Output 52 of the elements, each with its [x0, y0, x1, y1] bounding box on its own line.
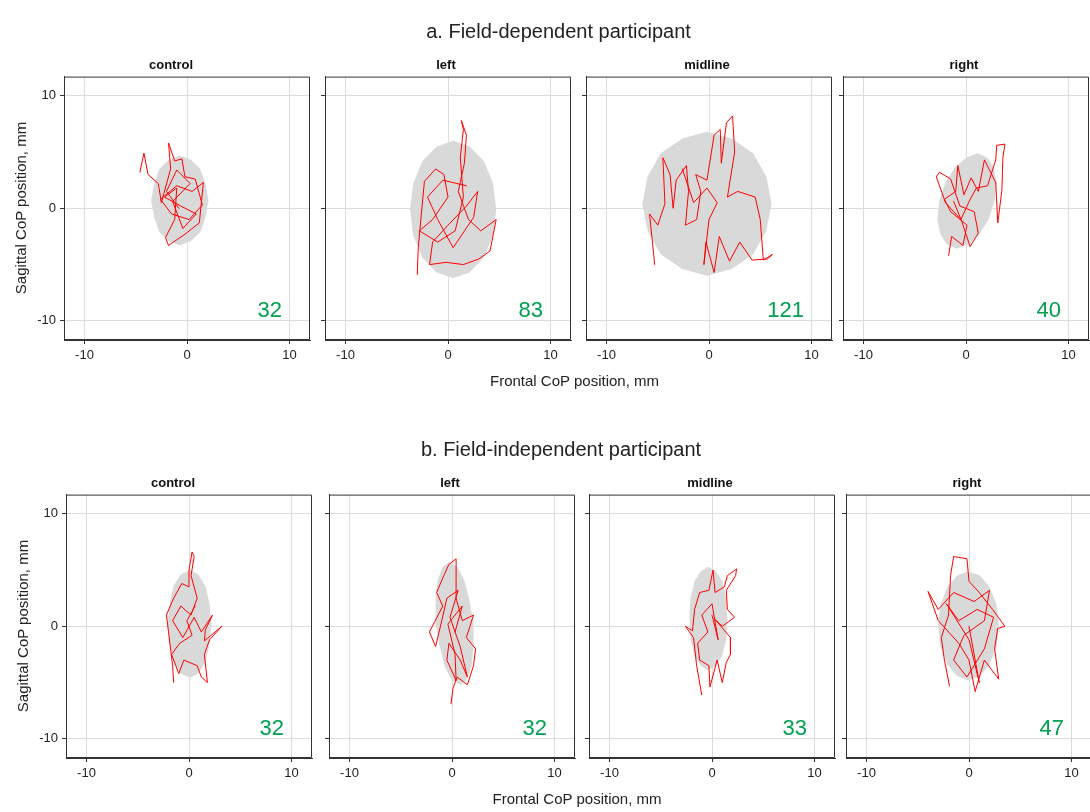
y-axis-title: Sagittal CoP position, mm	[11, 121, 29, 295]
x-tick-label: -10	[77, 765, 96, 781]
x-tick-label: 0	[448, 765, 456, 781]
chart-title: left	[440, 475, 461, 491]
x-tick-label: -10	[600, 765, 619, 781]
x-tick-label: 10	[804, 347, 819, 363]
x-tick-label: 10	[282, 347, 297, 363]
x-tick-label: 10	[284, 765, 299, 781]
chart-title: midline	[687, 475, 733, 491]
chart-title: midline	[684, 57, 730, 73]
x-tick-label: -10	[597, 347, 616, 363]
x-tick-label: 10	[807, 765, 822, 781]
x-axis-title: Frontal CoP position, mm	[490, 372, 659, 389]
x-tick-label: -10	[336, 347, 355, 363]
chart-subtitle: b. Field-independent participant	[420, 438, 702, 461]
x-tick-label: 10	[1061, 347, 1076, 363]
chart-title: right	[952, 475, 983, 491]
x-tick-label: -10	[854, 347, 873, 363]
y-tick-label: 0	[48, 199, 56, 215]
y-tick-label: 10	[43, 505, 58, 521]
chart-title: control	[148, 57, 194, 73]
x-tick-label: -10	[75, 347, 94, 363]
annotation: 40	[1036, 297, 1061, 323]
y-tick-label: -10	[39, 730, 58, 746]
x-tick-label: 10	[543, 347, 558, 363]
annotation: 47	[1039, 715, 1064, 741]
y-axis-title: Sagittal CoP position, mm	[13, 539, 31, 713]
annotation: 32	[259, 715, 284, 741]
annotation: 33	[782, 715, 807, 741]
x-tick-label: 0	[183, 347, 191, 363]
x-tick-label: 0	[962, 347, 970, 363]
x-tick-label: 0	[705, 347, 713, 363]
x-tick-label: 0	[965, 765, 973, 781]
chart-title: control	[150, 475, 196, 491]
x-tick-label: 10	[547, 765, 562, 781]
chart-title: left	[436, 57, 457, 73]
x-tick-label: 0	[708, 765, 716, 781]
x-tick-label: -10	[340, 765, 359, 781]
chart-title: right	[949, 57, 980, 73]
annotation: 32	[522, 715, 547, 741]
annotation: 121	[767, 297, 804, 323]
annotation: 32	[257, 297, 282, 323]
x-tick-label: -10	[857, 765, 876, 781]
x-tick-label: 0	[185, 765, 193, 781]
y-tick-label: 0	[50, 617, 58, 633]
y-tick-label: 10	[41, 87, 56, 103]
x-tick-label: 0	[444, 347, 452, 363]
chart-subtitle: a. Field-dependent participant	[426, 20, 691, 43]
x-tick-label: 10	[1064, 765, 1079, 781]
x-axis-title: Frontal CoP position, mm	[492, 790, 662, 807]
annotation: 83	[518, 297, 543, 323]
y-tick-label: -10	[37, 312, 56, 328]
